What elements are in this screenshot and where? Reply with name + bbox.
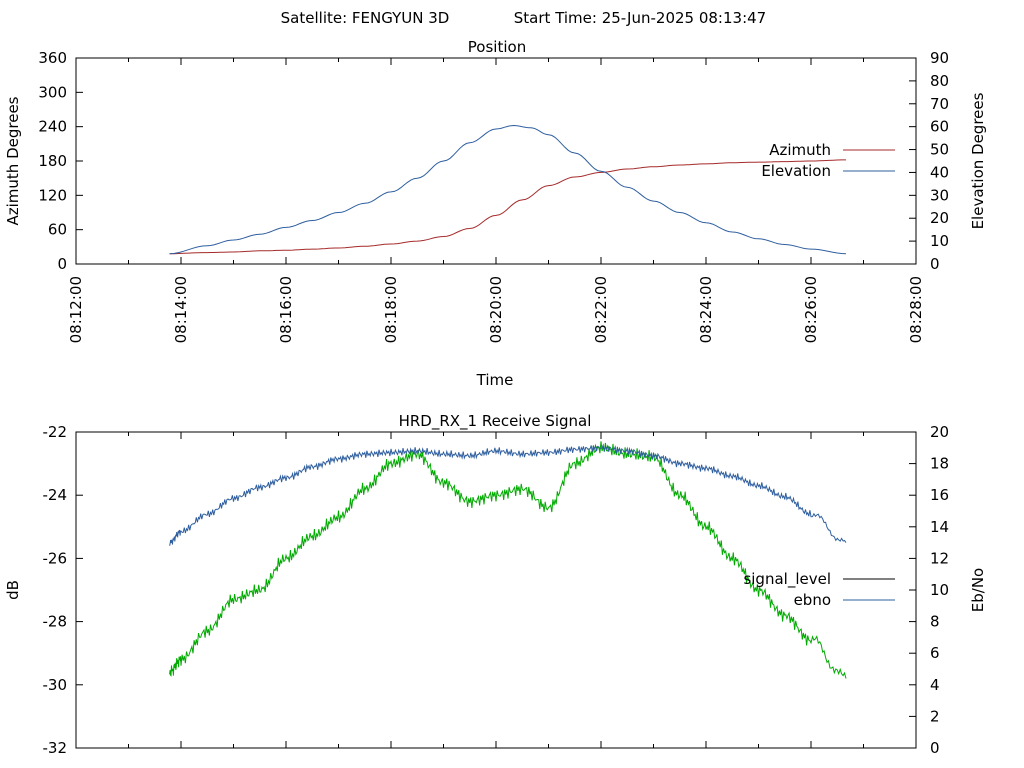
position-chart-title: Position: [468, 38, 526, 56]
x-tick-label: 08:26:00: [802, 276, 820, 343]
y-tick-label: 180: [38, 152, 67, 170]
y-tick-label: -22: [43, 423, 68, 441]
x-tick-label: 08:24:00: [697, 276, 715, 343]
x-tick-label: 08:20:00: [487, 276, 505, 343]
y2-tick-label: 70: [930, 95, 949, 113]
y2-tick-label: 80: [930, 72, 949, 90]
y2-tick-label: 18: [930, 455, 949, 473]
position-ylabel: Azimuth Degrees: [4, 96, 22, 225]
series-line-ebno: [169, 443, 847, 546]
y2-tick-label: 2: [930, 707, 940, 725]
position-ticks: 08:12:00 08:14:00 08:16:00 08:18:00 08:20:00…: [38, 49, 949, 343]
y2-tick-label: 90: [930, 49, 949, 67]
position-y2label: Elevation Degrees: [969, 92, 987, 229]
signal-ylabel: dB: [4, 580, 22, 600]
y2-tick-label: 40: [930, 163, 949, 181]
y2-tick-label: 4: [930, 676, 940, 694]
legend-label-ebno: ebno: [794, 591, 831, 609]
signal-chart-title: HRD_RX_1 Receive Signal: [399, 412, 592, 431]
y2-tick-label: 60: [930, 118, 949, 136]
x-tick-label: 08:22:00: [592, 276, 610, 343]
x-tick-label: 08:16:00: [277, 276, 295, 343]
y-tick-label: 300: [38, 83, 67, 101]
y2-tick-label: 0: [930, 739, 940, 757]
position-chart: Position Azimuth Degrees Elevation Degre…: [4, 38, 987, 389]
y2-tick-label: 16: [930, 486, 949, 504]
position-series: [169, 124, 847, 255]
y-tick-label: 240: [38, 118, 67, 136]
y2-tick-label: 6: [930, 644, 940, 662]
signal-ticks: -32 -30 -28 -26 -24 -22 0 2 4 6 8 10 12 14 16 18 20: [43, 423, 950, 757]
y2-tick-label: 50: [930, 141, 949, 159]
signal-plot-frame: [75, 431, 917, 749]
start-time-label: Start Time: 25-Jun-2025 08:13:47: [514, 9, 766, 27]
y2-tick-label: 10: [930, 581, 949, 599]
signal-chart: HRD_RX_1 Receive Signal dB Eb/No -32-30-…: [4, 412, 987, 757]
y-tick-label: -26: [43, 549, 68, 567]
y2-tick-label: 12: [930, 549, 949, 567]
position-legend: Azimuth Elevation: [761, 141, 895, 180]
y-tick-label: 0: [57, 255, 67, 273]
position-xlabel: Time: [476, 371, 514, 389]
satellite-label: Satellite: FENGYUN 3D: [281, 9, 450, 27]
series-line-signal_level: [169, 441, 847, 679]
y2-tick-label: 20: [930, 423, 949, 441]
y2-tick-label: 14: [930, 518, 949, 536]
legend-label-signal_level: signal_level: [743, 570, 831, 589]
y2-tick-label: 20: [930, 209, 949, 227]
position-plot-frame: [75, 57, 917, 265]
signal-series: [169, 441, 847, 679]
y2-tick-label: 8: [930, 613, 940, 631]
y-tick-label: 120: [38, 186, 67, 204]
legend-label-Elevation: Elevation: [761, 162, 831, 180]
y2-tick-label: 10: [930, 232, 949, 250]
y2-tick-label: 30: [930, 186, 949, 204]
series-line-Elevation: [169, 124, 847, 255]
x-tick-label: 08:28:00: [907, 276, 925, 343]
y-tick-label: -30: [43, 676, 68, 694]
x-tick-label: 08:18:00: [382, 276, 400, 343]
x-tick-label: 08:14:00: [172, 276, 190, 343]
y-tick-label: -32: [43, 739, 68, 757]
y-tick-label: 360: [38, 49, 67, 67]
y2-tick-label: 0: [930, 255, 940, 273]
series-line-Azimuth: [169, 159, 846, 255]
y-tick-label: 60: [48, 221, 67, 239]
y-tick-label: -28: [43, 613, 68, 631]
x-tick-label: 08:12:00: [67, 276, 85, 343]
legend-label-Azimuth: Azimuth: [769, 141, 831, 159]
y-tick-label: -24: [43, 486, 68, 504]
signal-y2label: Eb/No: [969, 568, 987, 612]
